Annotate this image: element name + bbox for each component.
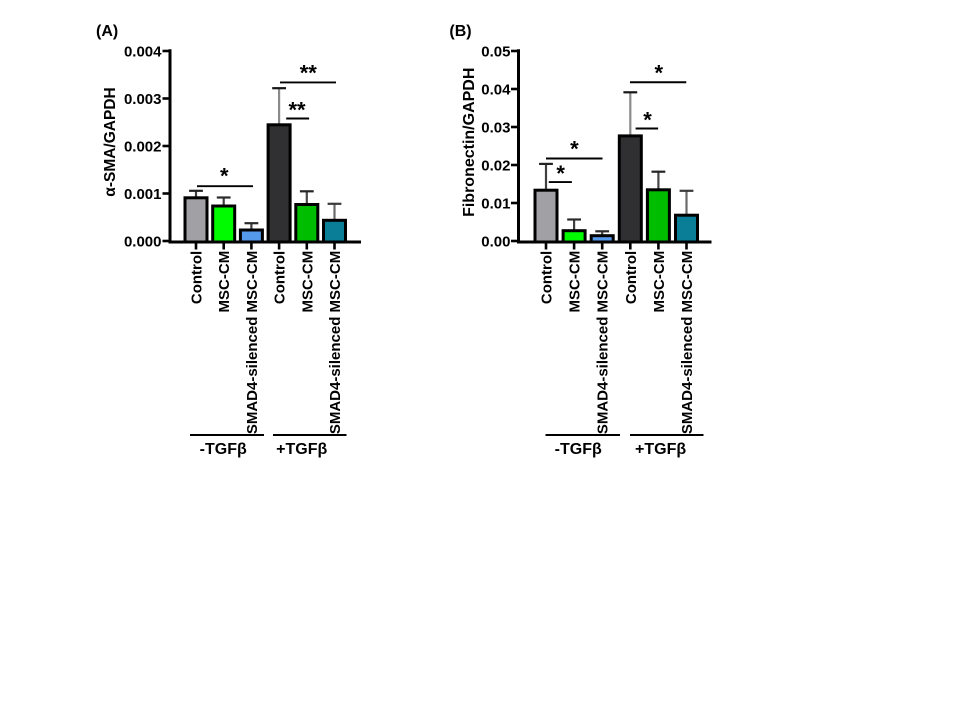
svg-text:0.04: 0.04 bbox=[481, 81, 511, 98]
svg-text:SMAD4-silenced MSC-CM: SMAD4-silenced MSC-CM bbox=[327, 251, 344, 434]
svg-text:0.004: 0.004 bbox=[124, 43, 162, 60]
svg-text:(A): (A) bbox=[96, 23, 118, 40]
svg-text:0.02: 0.02 bbox=[481, 157, 510, 174]
svg-text:*: * bbox=[556, 161, 565, 186]
svg-text:0.03: 0.03 bbox=[481, 119, 510, 136]
svg-text:**: ** bbox=[288, 98, 306, 123]
svg-text:*: * bbox=[570, 137, 579, 162]
svg-text:*: * bbox=[220, 164, 229, 189]
svg-text:SMAD4-silenced MSC-CM: SMAD4-silenced MSC-CM bbox=[595, 251, 612, 434]
svg-text:α-SMA/GAPDH: α-SMA/GAPDH bbox=[102, 87, 119, 196]
svg-text:Control: Control bbox=[189, 251, 206, 304]
svg-text:*: * bbox=[643, 107, 652, 132]
svg-text:0.01: 0.01 bbox=[481, 195, 510, 212]
svg-text:(B): (B) bbox=[449, 23, 471, 40]
svg-text:MSC-CM: MSC-CM bbox=[299, 251, 316, 313]
svg-text:MSC-CM: MSC-CM bbox=[567, 251, 584, 313]
svg-text:**: ** bbox=[300, 60, 318, 85]
svg-text:Control: Control bbox=[272, 251, 289, 304]
svg-text:SMAD4-silenced MSC-CM: SMAD4-silenced MSC-CM bbox=[244, 251, 261, 434]
svg-text:Control: Control bbox=[623, 251, 640, 304]
svg-text:MSC-CM: MSC-CM bbox=[651, 251, 668, 313]
svg-text:SMAD4-silenced MSC-CM: SMAD4-silenced MSC-CM bbox=[679, 251, 696, 434]
svg-text:0.000: 0.000 bbox=[124, 233, 162, 250]
svg-text:0.00: 0.00 bbox=[481, 233, 510, 250]
svg-text:-TGFβ: -TGFβ bbox=[555, 441, 602, 458]
svg-text:-TGFβ: -TGFβ bbox=[200, 441, 247, 458]
svg-text:MSC-CM: MSC-CM bbox=[216, 251, 233, 313]
svg-text:+TGFβ: +TGFβ bbox=[635, 441, 686, 458]
svg-text:0.002: 0.002 bbox=[124, 138, 162, 155]
svg-text:Fibronectin/GAPDH: Fibronectin/GAPDH bbox=[461, 68, 478, 217]
svg-text:0.001: 0.001 bbox=[124, 186, 162, 203]
svg-text:*: * bbox=[654, 60, 663, 85]
svg-text:0.05: 0.05 bbox=[481, 43, 510, 60]
svg-text:+TGFβ: +TGFβ bbox=[276, 441, 327, 458]
svg-text:0.003: 0.003 bbox=[124, 91, 162, 108]
svg-text:Control: Control bbox=[539, 251, 556, 304]
